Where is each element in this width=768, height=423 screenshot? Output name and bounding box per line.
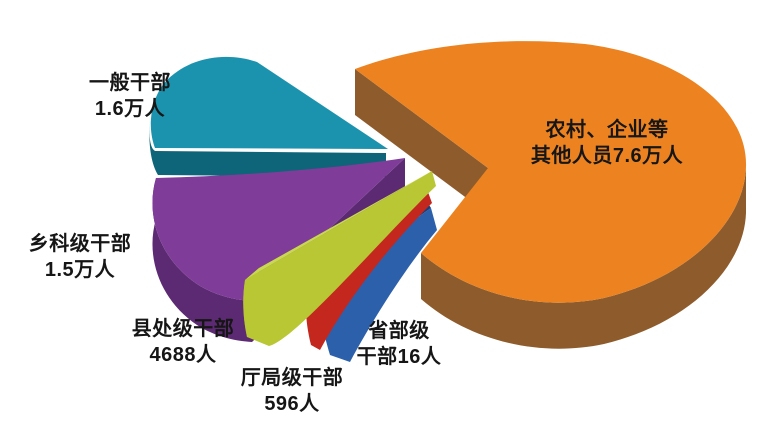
label-bureau-level-cadres-line2: 596人 (264, 393, 320, 415)
slice-general-cadres-side (149, 116, 386, 177)
label-bureau-level-cadres: 厅局级干部 596人 (241, 365, 344, 417)
slice-county-division-cadres-top (245, 171, 432, 280)
label-county-division-cadres-line1: 县处级干部 (131, 318, 235, 340)
slice-rural-other-side-cut (355, 69, 488, 214)
label-rural-other-line2: 其他人员7.6万人 (530, 145, 684, 167)
label-township-section-cadres-line1: 乡科级干部 (28, 233, 132, 255)
label-general-cadres-line1: 一般干部 (89, 72, 171, 94)
label-county-division-cadres: 县处级干部 4688人 (132, 316, 235, 368)
slice-provincial-ministerial-cadres-side (317, 208, 437, 362)
label-bureau-level-cadres-line1: 厅局级干部 (240, 367, 344, 389)
slice-bureau-level-cadres-side (306, 192, 432, 350)
slice-rural-other-side-rim (421, 167, 746, 349)
slice-general-cadres (149, 56, 388, 177)
label-provincial-ministerial-cadres-line1: 省部级 (368, 320, 430, 342)
slice-township-section-cadres-top (152, 158, 405, 301)
label-rural-other-line1: 农村、企业等 (545, 119, 669, 141)
label-general-cadres: 一般干部 1.6万人 (89, 70, 171, 122)
label-county-division-cadres-line2: 4688人 (149, 344, 217, 366)
label-provincial-ministerial-cadres: 省部级 干部16人 (357, 318, 442, 370)
slice-bureau-level-cadres (306, 192, 432, 350)
slice-township-section-cadres-side-arc (152, 178, 252, 342)
label-township-section-cadres: 乡科级干部 1.5万人 (29, 231, 132, 283)
slice-county-division-cadres (243, 171, 436, 346)
label-rural-other: 农村、企业等 其他人员7.6万人 (531, 117, 683, 169)
label-general-cadres-line2: 1.6万人 (94, 98, 166, 120)
label-township-section-cadres-line2: 1.5万人 (44, 259, 116, 281)
slice-rural-other-top (355, 41, 747, 303)
slice-general-cadres-top (150, 56, 388, 150)
slice-county-division-cadres-side (243, 171, 436, 346)
label-provincial-ministerial-cadres-line2: 干部16人 (356, 346, 442, 368)
slice-rural-other (355, 41, 747, 349)
